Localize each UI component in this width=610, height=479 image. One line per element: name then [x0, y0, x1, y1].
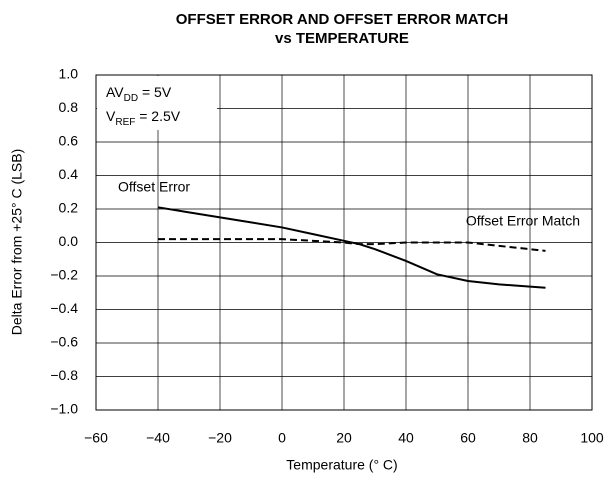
- x-tick-label: 20: [336, 430, 352, 446]
- annotation-sub: REF: [115, 117, 135, 128]
- y-tick-label: −1.0: [50, 401, 78, 417]
- annotation: VREF = 2.5V: [106, 108, 181, 128]
- series-label: Offset Error: [118, 179, 190, 195]
- x-tick-label: −40: [146, 430, 170, 446]
- annotation-rest: = 5V: [138, 84, 172, 100]
- y-tick-label: −0.8: [50, 367, 78, 383]
- y-tick-label: −0.2: [50, 267, 78, 283]
- y-tick-label: 0.4: [59, 166, 79, 182]
- x-tick-label: 0: [278, 430, 286, 446]
- y-tick-label: 0.8: [59, 99, 79, 115]
- plot-frame: [95, 74, 593, 411]
- x-tick-label: 40: [398, 430, 414, 446]
- x-tick-label: 60: [460, 430, 476, 446]
- annotation-sub: DD: [124, 93, 138, 104]
- chart-title: OFFSET ERROR AND OFFSET ERROR MATCH: [176, 11, 509, 28]
- y-tick-label: −0.4: [50, 300, 78, 316]
- series-label: Offset Error Match: [466, 213, 580, 229]
- annotation-main: AV: [106, 84, 124, 100]
- x-tick-label: −20: [208, 430, 232, 446]
- y-tick-label: −0.6: [50, 334, 78, 350]
- annotation: AVDD = 5V: [106, 84, 172, 104]
- chart-title: vs TEMPERATURE: [275, 30, 409, 47]
- x-tick-label: 80: [522, 430, 538, 446]
- x-tick-label: −60: [84, 430, 108, 446]
- line-series: [158, 238, 546, 252]
- x-tick-label: 100: [580, 430, 604, 446]
- y-tick-label: 0.6: [59, 133, 79, 149]
- y-tick-label: 1.0: [59, 66, 79, 82]
- annotation-main: V: [106, 108, 116, 124]
- y-tick-label: 0.2: [59, 200, 79, 216]
- annotation-rest: = 2.5V: [135, 108, 180, 124]
- x-axis-label: Temperature (° C): [286, 457, 397, 473]
- y-tick-label: 0.0: [59, 233, 79, 249]
- y-axis-label: Delta Error from +25° C (LSB): [9, 149, 25, 335]
- annotation-box: [97, 76, 217, 130]
